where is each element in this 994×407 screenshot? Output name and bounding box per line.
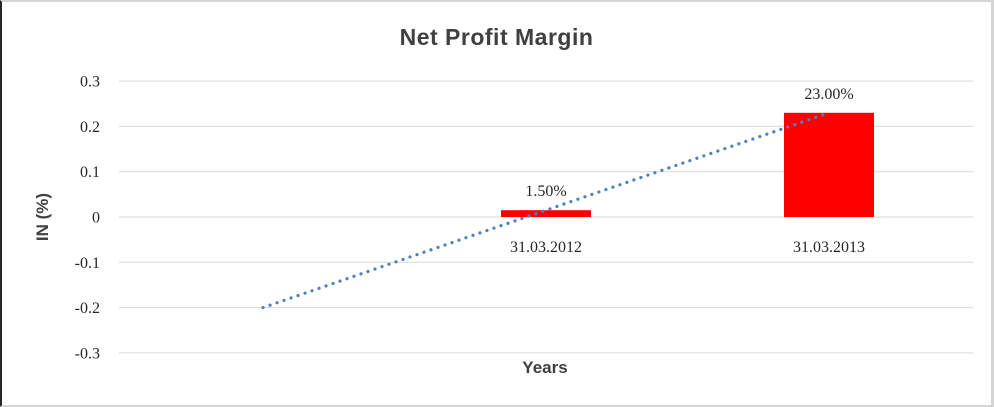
category-label: 31.03.2012: [510, 239, 582, 256]
y-tick-label: 0.3: [80, 74, 100, 91]
bar-segment: [501, 210, 591, 217]
data-label: 23.00%: [804, 86, 853, 103]
y-tick-label: 0.1: [80, 164, 100, 181]
y-tick-label: -0.2: [75, 300, 100, 317]
y-tick-label: -0.3: [75, 345, 100, 362]
y-tick-label: 0: [92, 210, 100, 227]
data-label: 1.50%: [525, 183, 566, 200]
y-tick-label: 0.2: [80, 119, 100, 136]
x-axis-title: Years: [522, 358, 568, 377]
chart-title: Net Profit Margin: [399, 24, 594, 50]
category-label: 31.03.2013: [793, 239, 865, 256]
bar-segment: [784, 112, 874, 217]
y-tick-label: -0.1: [75, 255, 100, 272]
